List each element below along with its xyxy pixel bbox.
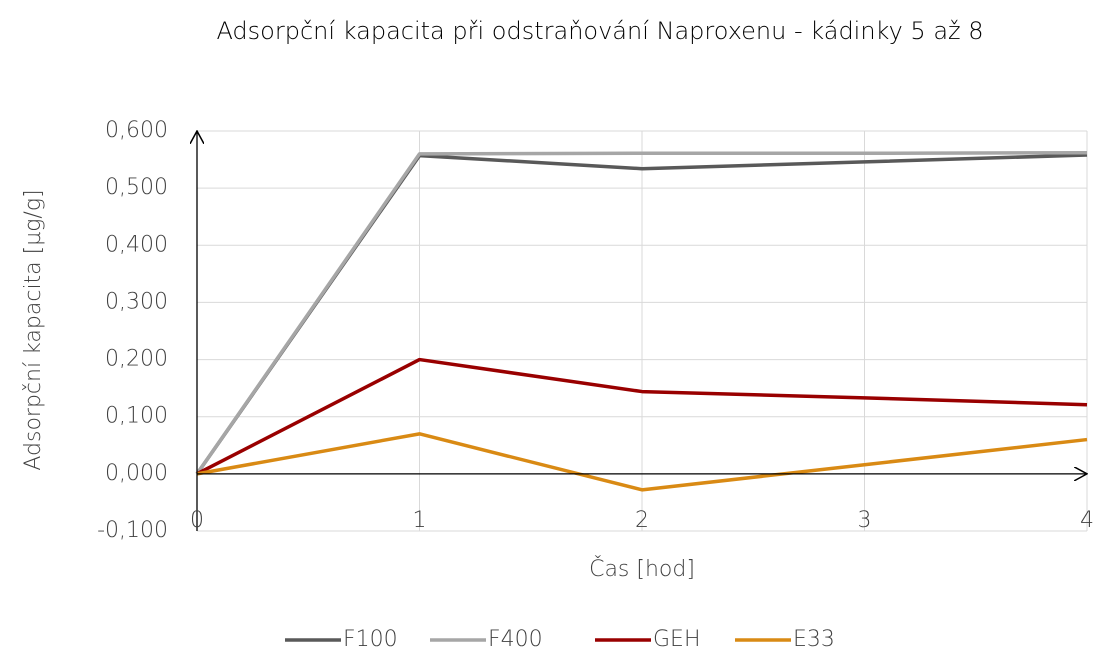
x-tick-label: 0: [190, 508, 204, 533]
y-axis-label: Adsorpční kapacita [µg/g]: [21, 189, 46, 470]
x-tick-label: 1: [413, 508, 427, 533]
legend-label: F400: [488, 627, 543, 652]
chart-title: Adsorpční kapacita při odstraňování Napr…: [216, 17, 983, 45]
legend-label: E33: [793, 627, 835, 652]
grid: [196, 130, 1088, 532]
legend-label: GEH: [653, 627, 701, 652]
y-tick-label: 0,400: [105, 232, 168, 257]
axes: [197, 131, 1087, 531]
series-line: [196, 357, 1088, 476]
x-tick-label: 2: [635, 508, 649, 533]
x-axis-label: Čas [hod]: [589, 556, 695, 582]
y-tick-label: 0,600: [105, 118, 168, 143]
y-tick-label: -0,100: [97, 518, 168, 543]
y-tick-label: 0,100: [105, 404, 168, 429]
x-tick-label: 4: [1080, 508, 1094, 533]
y-tick-label: 0,000: [105, 461, 168, 486]
y-tick-label: 0,300: [105, 289, 168, 314]
series-line: [195, 150, 1088, 475]
y-tick-label: 0,200: [105, 347, 168, 372]
legend: F100 F400 GEH E33: [285, 627, 835, 652]
x-tick-label: 3: [858, 508, 872, 533]
lines: [195, 150, 1088, 492]
legend-label: F100: [343, 627, 398, 652]
y-tick-label: 0,500: [105, 175, 168, 200]
series-line: [196, 432, 1088, 492]
